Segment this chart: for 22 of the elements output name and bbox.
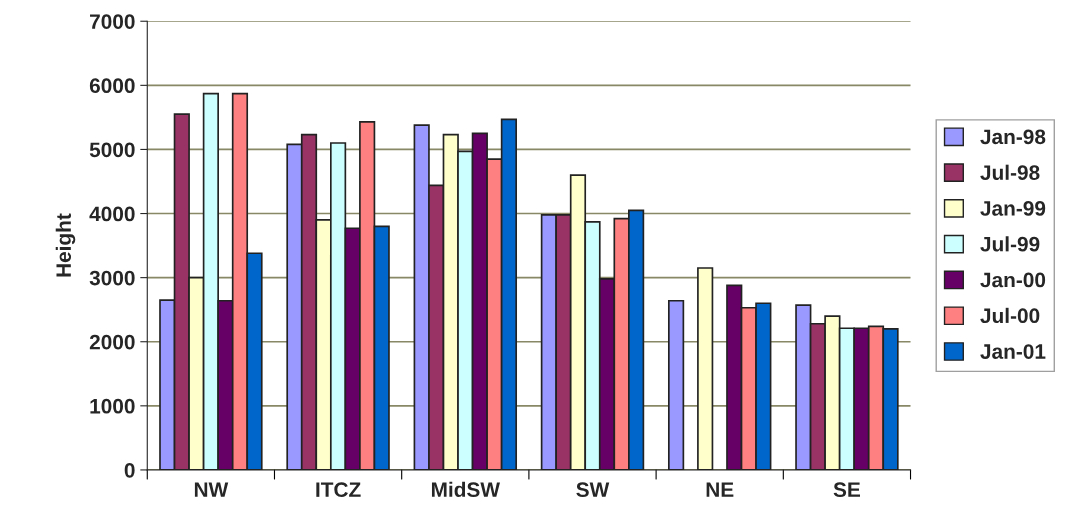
x-tick-label: MidSW — [431, 481, 500, 498]
y-tick-label: 2000 — [89, 334, 135, 350]
y-tick-label: 0 — [124, 462, 135, 478]
x-tick-label: SE — [833, 482, 860, 498]
x-tick-label: SW — [576, 482, 610, 498]
legend-label: Jul-00 — [980, 307, 1040, 324]
x-tick-label: NW — [194, 482, 229, 497]
y-tick-label: 6000 — [89, 78, 135, 94]
x-tick-label: ITCZ — [316, 482, 361, 498]
x-tick-label: NE — [706, 482, 734, 497]
legend-label: Jul-99 — [980, 236, 1040, 252]
y-tick-label: 7000 — [90, 14, 135, 29]
legend-label: Jan-00 — [980, 272, 1046, 288]
legend-label: Jan-99 — [980, 201, 1046, 216]
legend-label: Jul-98 — [980, 164, 1040, 180]
y-tick-label: 4000 — [89, 206, 135, 222]
y-tick-label: 1000 — [90, 398, 135, 414]
legend-label: Jan-01 — [980, 344, 1046, 359]
legend-label: Jan-98 — [980, 129, 1046, 145]
y-tick-label: 5000 — [89, 142, 135, 158]
y-axis-title: Height — [55, 213, 76, 277]
y-tick-label: 3000 — [89, 270, 135, 286]
